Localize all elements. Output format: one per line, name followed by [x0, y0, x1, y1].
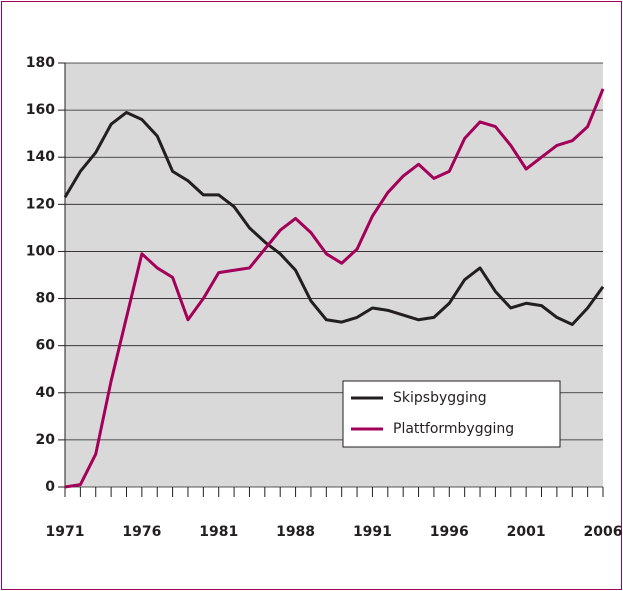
y-tick-label: 80: [36, 291, 56, 307]
x-tick-label: 1996: [430, 524, 469, 540]
y-tick-label: 140: [26, 149, 55, 165]
x-tick-label: 1991: [353, 524, 392, 540]
y-tick-label: 100: [26, 243, 55, 259]
x-tick-label: 2006: [584, 524, 623, 540]
y-tick-label: 40: [36, 385, 56, 401]
y-tick-label: 120: [26, 196, 55, 212]
y-tick-label: 0: [45, 479, 55, 495]
legend-label: Skipsbygging: [393, 390, 487, 406]
line: [64, 88, 605, 489]
y-tick-label: 60: [36, 338, 56, 354]
y-tick-label: 180: [26, 55, 55, 71]
y-tick-label: 20: [36, 432, 56, 448]
legend-label: Plattformbygging: [393, 421, 514, 437]
x-tick-label: 2001: [507, 524, 546, 540]
x-tick-label: 1971: [46, 524, 85, 540]
y-tick-label: 160: [26, 102, 55, 118]
x-tick-label: 1988: [276, 524, 315, 540]
line: [63, 110, 605, 326]
legend-box: [342, 380, 561, 448]
x-tick-label: 1981: [199, 524, 238, 540]
x-tick-label: 1976: [122, 524, 161, 540]
